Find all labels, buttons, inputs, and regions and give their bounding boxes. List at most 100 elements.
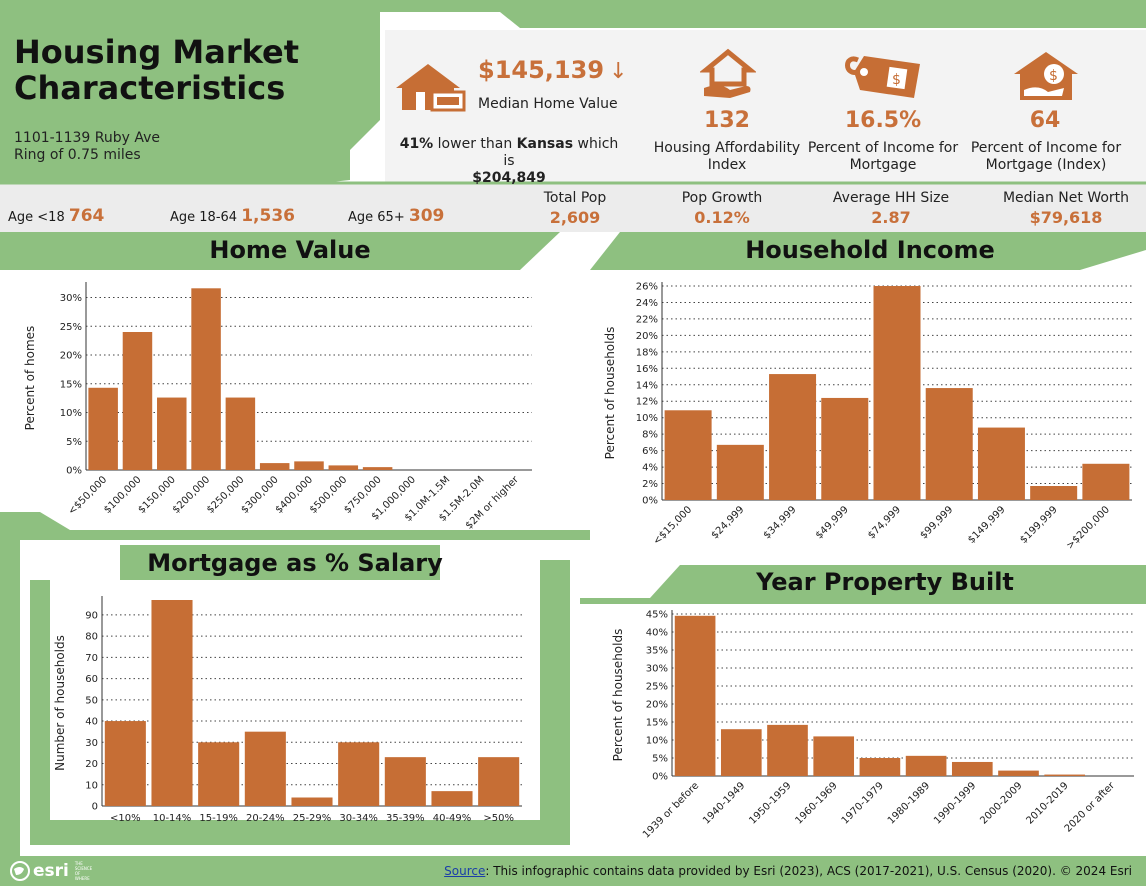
household-income-title: Household Income bbox=[745, 236, 995, 264]
y-tick-label: 0 bbox=[92, 802, 98, 813]
svg-text:$: $ bbox=[892, 72, 901, 88]
x-tick-label: 1950-1959 bbox=[747, 780, 793, 826]
globe-icon bbox=[10, 861, 30, 881]
y-tick-label: 40% bbox=[646, 628, 668, 639]
total-pop: Total Pop 2,609 bbox=[543, 190, 607, 227]
x-tick-label: 2010-2019 bbox=[1024, 780, 1070, 826]
y-tick-label: 10 bbox=[85, 780, 98, 791]
median-compare-text: 41% lower than Kansas which is $204,849 bbox=[399, 136, 619, 186]
y-tick-label: 16% bbox=[636, 364, 658, 375]
age-65-plus: Age 65+ 309 bbox=[348, 206, 445, 226]
bar bbox=[769, 374, 817, 500]
svg-text:$: $ bbox=[1049, 68, 1058, 84]
year-built-title: Year Property Built bbox=[756, 568, 1014, 596]
age-18-64: Age 18-64 1,536 bbox=[170, 206, 295, 226]
house-hand-icon bbox=[700, 48, 756, 98]
x-tick-label: 40-49% bbox=[433, 813, 472, 824]
y-tick-label: 10% bbox=[646, 736, 668, 747]
y-tick-label: 80 bbox=[85, 632, 98, 643]
x-tick-label: $199,999 bbox=[1018, 504, 1060, 546]
bar bbox=[291, 797, 333, 806]
x-tick-label: $149,999 bbox=[966, 504, 1008, 546]
bar bbox=[338, 742, 380, 806]
x-tick-label: 2020 or after bbox=[1063, 780, 1118, 835]
y-tick-label: 25% bbox=[60, 322, 82, 333]
esri-tagline: THE SCIENCE OF WHERE bbox=[74, 861, 93, 881]
source-link[interactable]: Source bbox=[444, 864, 486, 878]
bar bbox=[157, 397, 187, 470]
median-value-amount: $145,139 bbox=[478, 56, 605, 84]
y-tick-label: 35% bbox=[646, 646, 668, 657]
x-tick-label: 30-34% bbox=[339, 813, 378, 824]
y-tick-label: 25% bbox=[646, 682, 668, 693]
bar bbox=[244, 731, 286, 806]
y-tick-label: 4% bbox=[642, 463, 658, 474]
y-tick-label: 2% bbox=[642, 479, 658, 490]
mortgage-salary-title: Mortgage as % Salary bbox=[147, 549, 443, 577]
median-net-worth: Median Net Worth $79,618 bbox=[1002, 190, 1130, 227]
household-income-chart: 0% 2% 4% 6% 8% 10% 12% 14% 16% 18% 20% 22% 24% 26% Per… bbox=[603, 282, 1132, 552]
price-tag-icon: $ bbox=[845, 56, 920, 98]
page-title: Housing Market Characteristics bbox=[14, 33, 300, 107]
income-mortgage-index-label: Percent of Income for Mortgage (Index) bbox=[970, 140, 1122, 173]
x-tick-label: $74,999 bbox=[866, 504, 903, 541]
y-tick-label: 50 bbox=[85, 695, 98, 706]
bar bbox=[873, 286, 921, 500]
x-tick-label: 1990-1999 bbox=[932, 780, 978, 826]
bar bbox=[720, 729, 762, 776]
bar bbox=[767, 724, 808, 776]
y-axis-label: Percent of homes bbox=[23, 326, 37, 431]
home-value-title: Home Value bbox=[209, 236, 371, 264]
pop-growth: Pop Growth 0.12% bbox=[681, 190, 763, 227]
y-tick-label: 10% bbox=[60, 408, 82, 419]
bar bbox=[328, 465, 359, 470]
house-dollar-icon: $ bbox=[1014, 52, 1078, 100]
x-tick-label: 1960-1969 bbox=[793, 780, 839, 826]
y-tick-label: 20 bbox=[85, 759, 98, 770]
esri-logo-text: esri bbox=[33, 861, 69, 881]
x-tick-label: 1980-1989 bbox=[886, 780, 932, 826]
y-tick-label: 14% bbox=[636, 380, 658, 391]
y-tick-label: 8% bbox=[642, 430, 658, 441]
bar bbox=[859, 758, 901, 776]
y-tick-label: 0% bbox=[66, 466, 82, 477]
source-text: : This infographic contains data provide… bbox=[485, 864, 1132, 878]
bar bbox=[384, 757, 426, 806]
bar bbox=[905, 755, 947, 776]
bar bbox=[151, 600, 193, 806]
bar bbox=[478, 757, 520, 806]
bar bbox=[191, 288, 221, 470]
home-value-chart: 0% 5% 10% 15% 20% 25% 30% Percent of homes <$50,… bbox=[23, 282, 532, 530]
y-tick-label: 18% bbox=[636, 347, 658, 358]
bar bbox=[104, 721, 146, 806]
affordability-value: 132 bbox=[704, 108, 750, 133]
x-tick-label: $24,999 bbox=[709, 504, 746, 541]
bar bbox=[1044, 774, 1086, 776]
bar bbox=[294, 461, 324, 470]
x-tick-label: 10-14% bbox=[153, 813, 192, 824]
house-money-icon bbox=[396, 64, 466, 112]
bar bbox=[1082, 463, 1130, 500]
x-tick-label: 2000-2009 bbox=[978, 780, 1024, 826]
bar bbox=[716, 444, 764, 500]
y-tick-label: 0% bbox=[652, 772, 668, 783]
x-tick-label: >50% bbox=[483, 813, 514, 824]
y-tick-label: 30% bbox=[60, 293, 82, 304]
y-tick-label: 30 bbox=[85, 738, 98, 749]
footer-source: Source: This infographic contains data p… bbox=[444, 864, 1132, 878]
year-built-chart: 0% 5% 10% 15% 20% 25% 30% 35% 40% 45% Percent of h… bbox=[611, 610, 1134, 841]
location-block: 1101-1139 Ruby Ave Ring of 0.75 miles bbox=[14, 130, 160, 164]
bar bbox=[998, 770, 1039, 776]
x-tick-label: $99,999 bbox=[918, 504, 955, 541]
y-tick-label: 5% bbox=[652, 754, 668, 765]
y-tick-label: 70 bbox=[85, 653, 98, 664]
bar bbox=[198, 742, 240, 806]
y-tick-label: 60 bbox=[85, 674, 98, 685]
bar bbox=[1030, 486, 1078, 500]
y-tick-label: 15% bbox=[646, 718, 668, 729]
y-tick-label: 20% bbox=[646, 700, 668, 711]
bar bbox=[977, 427, 1025, 500]
y-tick-label: 40 bbox=[85, 717, 98, 728]
bar bbox=[951, 761, 993, 776]
income-mortgage-label: Percent of Income for Mortgage bbox=[807, 140, 959, 173]
